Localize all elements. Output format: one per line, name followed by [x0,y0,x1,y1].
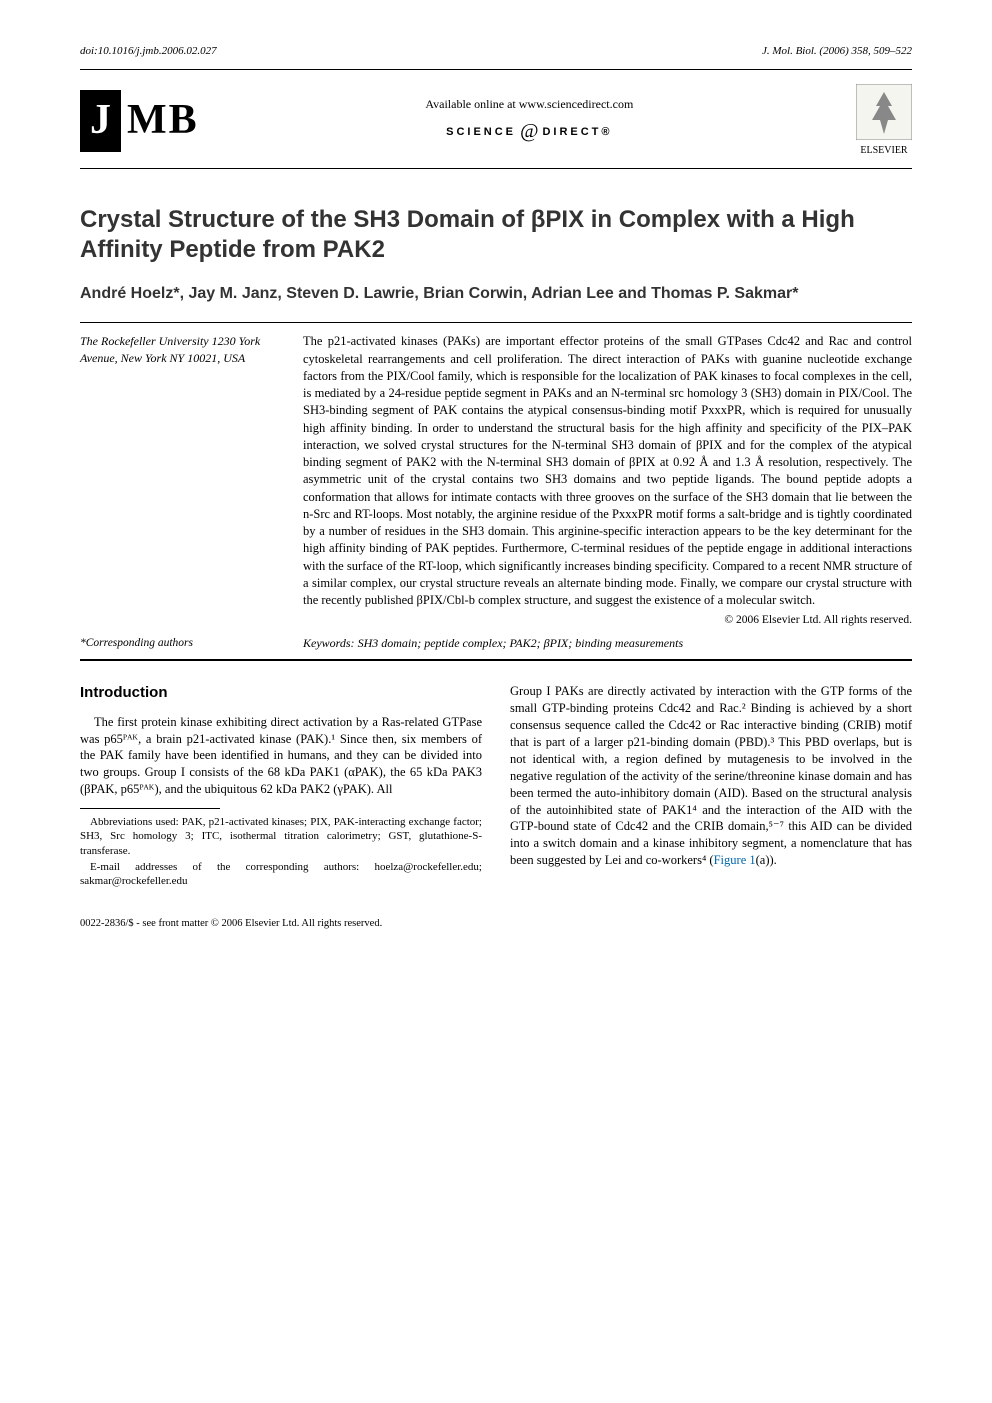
keywords-text: SH3 domain; peptide complex; PAK2; βPIX;… [358,636,684,650]
keywords-block: Keywords: SH3 domain; peptide complex; P… [303,635,912,651]
sd-direct: DIRECT® [542,125,612,140]
right-column: Group I PAKs are directly activated by i… [510,683,912,869]
abstract-bottom-rule [80,659,912,661]
copyright: © 2006 Elsevier Ltd. All rights reserved… [303,613,912,629]
masthead-center: Available online at www.sciencedirect.co… [425,96,633,145]
figure-1-ref[interactable]: Figure 1 [714,853,756,867]
journal-ref: J. Mol. Biol. (2006) 358, 509–522 [762,44,912,59]
elsevier-block: ELSEVIER [856,84,912,158]
available-online: Available online at www.sciencedirect.co… [425,96,633,112]
jmb-j: J [80,90,121,153]
keywords-label: Keywords: [303,636,355,650]
left-column: Introduction The first protein kinase ex… [80,683,482,888]
intro-para-2b: (a)). [756,853,777,867]
article-title: Crystal Structure of the SH3 Domain of β… [80,205,912,265]
header-row: doi:10.1016/j.jmb.2006.02.027 J. Mol. Bi… [80,44,912,59]
abstract: The p21-activated kinases (PAKs) are imp… [303,333,912,629]
authors-rule [80,322,912,323]
sd-at-icon: @ [520,118,538,145]
keywords-row: *Corresponding authors Keywords: SH3 dom… [80,635,912,651]
corresponding-authors: *Corresponding authors [80,636,275,652]
masthead: J MB Available online at www.sciencedire… [80,70,912,168]
jmb-mb: MB [123,90,203,153]
meta-block: The Rockefeller University 1230 York Ave… [80,333,912,629]
intro-heading: Introduction [80,683,482,703]
footnote-rule [80,808,220,809]
intro-para-2: Group I PAKs are directly activated by i… [510,683,912,869]
elsevier-label: ELSEVIER [856,144,912,158]
intro-para-2a: Group I PAKs are directly activated by i… [510,684,912,867]
elsevier-tree-icon [856,84,912,140]
affiliation: The Rockefeller University 1230 York Ave… [80,333,275,629]
doi-text: doi:10.1016/j.jmb.2006.02.027 [80,44,217,59]
footnote-email: E-mail addresses of the corresponding au… [80,860,482,889]
front-matter-line: 0022-2836/$ - see front matter © 2006 El… [80,917,912,931]
abstract-text: The p21-activated kinases (PAKs) are imp… [303,334,912,607]
intro-para-1: The first protein kinase exhibiting dire… [80,714,482,798]
sciencedirect-logo: SCIENCE @ DIRECT® [425,118,633,145]
footnote-abbr: Abbreviations used: PAK, p21-activated k… [80,815,482,858]
sd-science: SCIENCE [446,125,516,140]
jmb-logo: J MB [80,90,203,153]
body-columns: Introduction The first protein kinase ex… [80,683,912,888]
masthead-rule [80,168,912,169]
authors: André Hoelz*, Jay M. Janz, Steven D. Law… [80,283,912,305]
footnotes: Abbreviations used: PAK, p21-activated k… [80,815,482,888]
